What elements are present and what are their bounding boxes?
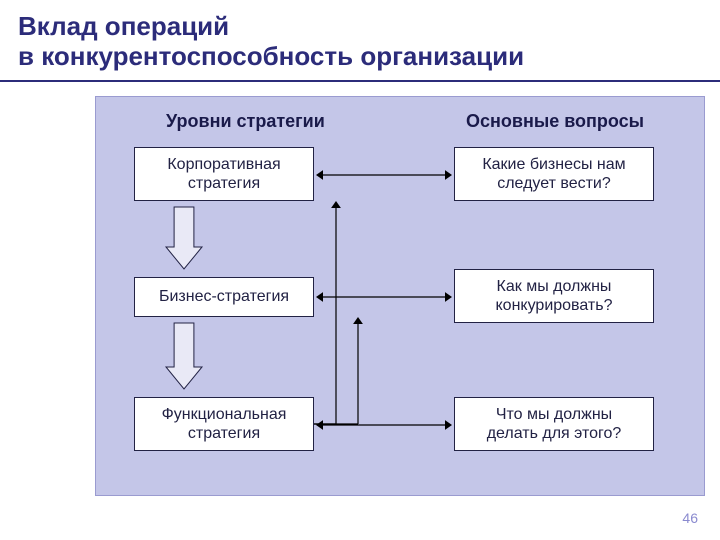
box-q3: Что мы должныделать для этого? [454,397,654,451]
box-corporate: Корпоративнаястратегия [134,147,314,201]
diagram-canvas: Уровни стратегии Основные вопросы Корпорат… [95,96,705,496]
box-business: Бизнес-стратегия [134,277,314,317]
page-number: 46 [682,510,698,526]
box-functional: Функциональнаястратегия [134,397,314,451]
hdr-left: Уровни стратегии [166,111,325,132]
slide-title: Вклад операцийв конкурентоспособность ор… [0,0,720,80]
down-arrow [166,323,202,389]
box-q2: Как мы должныконкурировать? [454,269,654,323]
down-arrow [166,207,202,269]
box-q1: Какие бизнесы намследует вести? [454,147,654,201]
title-rule [0,80,720,82]
hdr-right: Основные вопросы [466,111,644,132]
